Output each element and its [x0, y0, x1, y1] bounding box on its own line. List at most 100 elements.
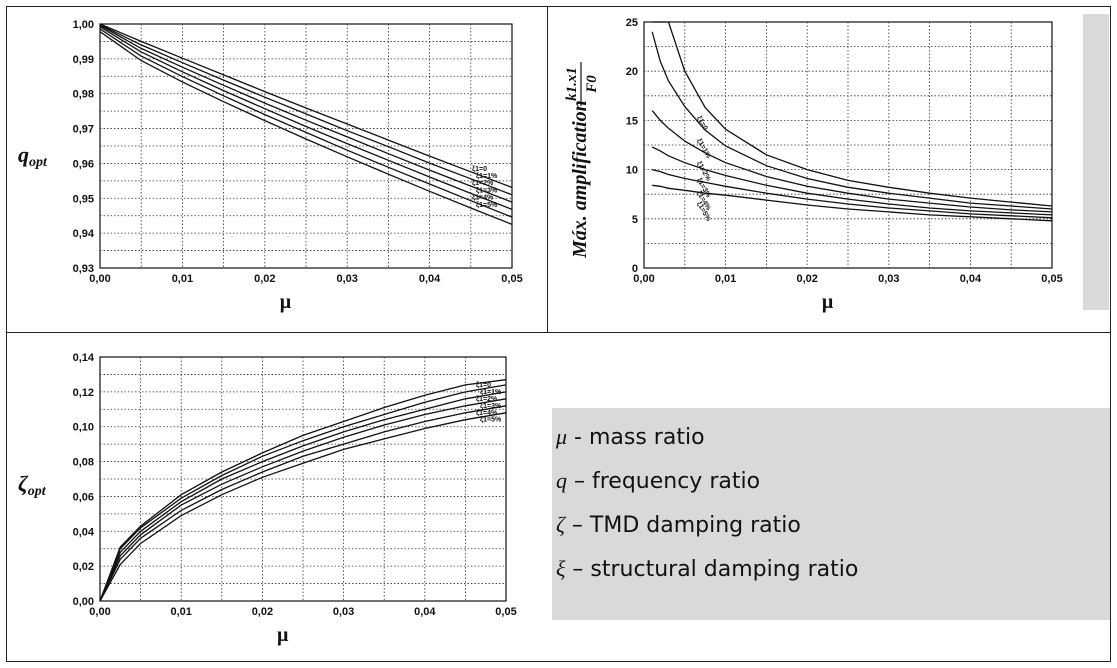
q-opt-chart-y-tick-label: 0,96 [73, 158, 94, 170]
q-opt-chart-curve-label: ξ1=0 [472, 166, 487, 173]
q-opt-chart-series-line [99, 23, 513, 189]
legend-row-mu: μ - mass ratio [556, 424, 705, 450]
legend-xi-symbol: ξ [556, 556, 566, 581]
zeta-opt-chart-y-axis-label: ζopt [18, 471, 47, 499]
q-opt-chart-y-tick-label: 0,97 [73, 124, 94, 136]
zeta-opt-chart-x-tick-label: 0,01 [170, 606, 191, 618]
q-opt-chart-series-line [99, 26, 513, 211]
zeta-opt-chart-y-tick-label: 0,04 [73, 526, 95, 538]
max-amplification-chart-y-tick-label: 10 [626, 165, 638, 177]
max-amplification-chart-y-fraction-numerator: k1.x1 [564, 67, 580, 101]
max-amplification-chart-y-tick-label: 25 [626, 17, 638, 29]
zeta-opt-chart-x-tick-label: 0,04 [414, 606, 436, 618]
max-amplification-chart-svg: 0,00 0,01 0,02 0,03 0,04 0,05 0 5 10 15 20 25 μ Máx. … [564, 17, 1063, 313]
zeta-opt-chart-curve-label: ξ1=1% [480, 389, 502, 396]
zeta-opt-chart-series-line [99, 412, 507, 602]
q-opt-chart-x-tick-label: 0,02 [254, 273, 275, 285]
q-opt-chart-x-tick-label: 0,00 [89, 273, 110, 285]
max-amplification-chart-x-tick-label: 0,01 [715, 273, 736, 285]
q-opt-chart-y-tick-label: 0,93 [73, 263, 94, 275]
divider-vertical [547, 6, 548, 332]
zeta-opt-chart-series-line [99, 379, 507, 602]
figure-frame [6, 6, 1111, 662]
q-opt-chart-series-line [99, 24, 513, 203]
max-amplification-chart-x-tick-label: 0,05 [1041, 273, 1062, 285]
q-opt-chart-x-tick-label: 0,05 [501, 273, 522, 285]
legend-q-text: – frequency ratio [567, 469, 761, 494]
max-amplification-chart-y-fraction: k1.x1 F0 [564, 62, 600, 106]
zeta-opt-chart-x-tick-label: 0,03 [333, 606, 354, 618]
zeta-opt-chart-curve-label: ξ1=4% [476, 410, 498, 417]
legend-row-zeta: ζ – TMD damping ratio [556, 512, 801, 538]
zeta-opt-chart-y-tick-label: 0,12 [73, 387, 94, 399]
zeta-opt-chart-series-line [99, 398, 507, 602]
max-amplification-chart-y-tick-label: 20 [626, 66, 638, 78]
zeta-opt-chart-curve-label: ξ1=5% [480, 417, 502, 424]
max-amplification-chart-series-line [651, 146, 1053, 216]
zeta-opt-chart-series-line [99, 384, 507, 602]
zeta-opt-chart-curve-label: ξ1=0 [476, 382, 491, 389]
q-opt-chart-series-line [99, 24, 513, 196]
divider-horizontal [6, 332, 1111, 333]
max-amplification-chart-series-line [652, 168, 1053, 219]
zeta-opt-chart-x-tick-label: 0,05 [495, 606, 516, 618]
max-amplification-chart-x-tick-label: 0,03 [878, 273, 899, 285]
legend-mu-text: - mass ratio [567, 425, 705, 450]
zeta-opt-chart-x-axis-label: μ [277, 624, 289, 646]
symbol-legend: μ - mass ratio q – frequency ratio ζ – T… [552, 408, 1110, 620]
q-opt-chart-series-line [99, 28, 513, 218]
q-opt-chart-curve-label: ξ1=3% [476, 187, 498, 194]
max-amplification-chart-y-tick-label: 15 [626, 115, 638, 127]
legend-xi-text: – structural damping ratio [565, 557, 859, 582]
zeta-opt-chart-series-line [99, 405, 507, 602]
zeta-opt-chart-y-tick-label: 0,02 [73, 561, 94, 573]
max-amplification-chart-series-line [652, 21, 1053, 207]
zeta-opt-chart-x-tick-label: 0,02 [252, 606, 273, 618]
q-opt-chart: 0,00 0,01 0,02 0,03 0,04 0,05 0,93 0,94 0,95 0,96… [14, 14, 534, 326]
zeta-opt-chart-y-tick-label: 0,06 [73, 491, 94, 503]
q-opt-chart-y-tick-label: 0,99 [73, 54, 94, 66]
legend-mu-symbol: μ [556, 424, 568, 449]
max-amplification-chart-y-axis-label: Máx. amplification [569, 100, 591, 259]
q-opt-chart-curve-label: ξ1=2% [472, 180, 494, 187]
max-amplification-chart-y-fraction-denominator: F0 [584, 75, 600, 94]
max-amplification-chart-series-line [652, 184, 1053, 222]
side-gray-bar [1083, 14, 1109, 310]
max-amplification-chart: 0,00 0,01 0,02 0,03 0,04 0,05 0 5 10 15 20 25 μ Máx. … [556, 14, 1082, 326]
q-opt-chart-curve-label: ξ1=5% [476, 202, 498, 209]
legend-zeta-symbol: ζ [556, 512, 565, 537]
q-opt-chart-x-tick-label: 0,03 [336, 273, 357, 285]
max-amplification-chart-series-line [651, 110, 1053, 213]
max-amplification-chart-x-tick-label: 0,00 [633, 273, 654, 285]
q-opt-chart-curve-label: ξ1=1% [476, 173, 498, 180]
q-opt-chart-x-axis-label: μ [280, 291, 292, 313]
q-opt-chart-curve-label: ξ1=4% [472, 195, 494, 202]
q-opt-chart-x-tick-label: 0,04 [419, 273, 441, 285]
zeta-opt-chart-y-tick-label: 0,00 [73, 596, 94, 608]
max-amplification-chart-y-axis-label-group: Máx. amplification [569, 100, 591, 259]
zeta-opt-chart-y-tick-label: 0,08 [73, 457, 94, 469]
q-opt-chart-x-tick-label: 0,01 [172, 273, 193, 285]
q-opt-chart-svg: 0,00 0,01 0,02 0,03 0,04 0,05 0,93 0,94 0,95 0,96… [18, 19, 523, 313]
legend-q-symbol: q [556, 468, 567, 493]
zeta-opt-chart-y-tick-label: 0,14 [73, 352, 95, 364]
max-amplification-chart-x-tick-label: 0,02 [796, 273, 817, 285]
legend-row-q: q – frequency ratio [556, 468, 760, 494]
zeta-opt-chart-series-line [99, 391, 507, 602]
q-opt-chart-y-tick-label: 1,00 [73, 19, 94, 31]
q-opt-chart-series-line [99, 31, 513, 226]
max-amplification-chart-x-axis-label: μ [822, 291, 834, 313]
zeta-opt-chart-x-tick-label: 0,00 [89, 606, 110, 618]
zeta-opt-chart-curve-label: ξ1=3% [480, 403, 502, 410]
q-opt-chart-y-tick-label: 0,95 [73, 193, 94, 205]
max-amplification-chart-y-tick-label: 5 [632, 214, 638, 226]
legend-row-xi: ξ – structural damping ratio [556, 556, 858, 582]
q-opt-chart-y-axis-label: qopt [18, 142, 48, 170]
zeta-opt-chart-svg: 0,00 0,01 0,02 0,03 0,04 0,05 0,00 0,02 0,04 0,06… [18, 352, 517, 646]
zeta-opt-chart-y-tick-label: 0,10 [73, 422, 94, 434]
legend-zeta-text: – TMD damping ratio [564, 513, 801, 538]
max-amplification-chart-y-tick-label: 0 [632, 263, 638, 275]
q-opt-chart-y-tick-label: 0,94 [73, 228, 95, 240]
max-amplification-chart-series-line [651, 31, 1053, 210]
q-opt-chart-y-tick-label: 0,98 [73, 89, 94, 101]
